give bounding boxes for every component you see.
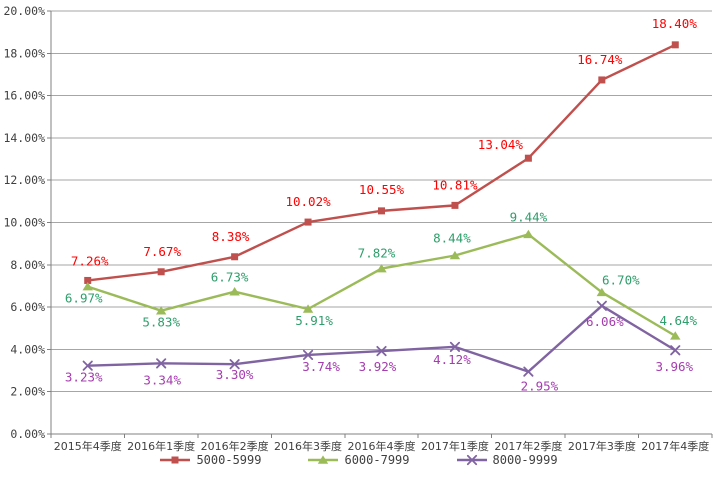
svg-text:6.70%: 6.70% (602, 272, 640, 287)
svg-text:14.00%: 14.00% (3, 131, 45, 145)
svg-text:3.74%: 3.74% (302, 359, 340, 374)
svg-text:2017年3季度: 2017年3季度 (568, 439, 636, 452)
series-5000-5999: 7.26% 7.67% 8.38% 10.02% 10.55% 10.81% 13.04% 1… (71, 16, 697, 284)
svg-text:2017年4季度: 2017年4季度 (641, 439, 709, 452)
svg-text:18.00%: 18.00% (3, 46, 45, 60)
svg-text:16.00%: 16.00% (3, 89, 45, 103)
series-6000-7999: 6.97% 5.83% 6.73% 5.91% 7.82% 8.44% 9.44% 6.70%… (65, 209, 698, 340)
legend-label: 6000-7999 (344, 453, 410, 467)
svg-text:18.40%: 18.40% (652, 16, 698, 31)
legend-triangle-marker-icon (308, 455, 339, 464)
svg-text:10.00%: 10.00% (3, 216, 45, 230)
legend-label: 5000-5999 (196, 453, 262, 467)
legend-item-series-1: 5000-5999 (159, 453, 261, 467)
svg-text:3.92%: 3.92% (359, 359, 397, 374)
svg-text:6.00%: 6.00% (10, 300, 45, 314)
svg-text:3.96%: 3.96% (655, 359, 693, 374)
svg-text:2.00%: 2.00% (10, 385, 45, 399)
svg-text:3.30%: 3.30% (216, 367, 254, 382)
svg-text:2.95%: 2.95% (521, 379, 559, 394)
svg-text:7.82%: 7.82% (358, 246, 396, 261)
svg-text:8.38%: 8.38% (212, 229, 250, 244)
svg-text:0.00%: 0.00% (10, 427, 45, 441)
svg-text:7.67%: 7.67% (143, 244, 181, 259)
y-axis-labels: 0.00% 2.00% 4.00% 6.00% 8.00% 10.00% 12.00% 14.… (3, 4, 45, 441)
svg-text:6.73%: 6.73% (211, 270, 249, 285)
legend-item-series-3: 8000-9999 (456, 453, 558, 467)
svg-text:20.00%: 20.00% (3, 4, 45, 18)
svg-text:2017年1季度: 2017年1季度 (421, 439, 489, 452)
legend-item-series-2: 6000-7999 (307, 453, 410, 467)
svg-text:2015年4季度: 2015年4季度 (54, 439, 122, 452)
svg-text:3.23%: 3.23% (65, 370, 103, 385)
series-8000-9999: 3.23% 3.34% 3.30% 3.74% 3.92% 4.12% 2.95% 6.06%… (65, 300, 694, 394)
line-chart: 0.00% 2.00% 4.00% 6.00% 8.00% 10.00% 12.00% 14.… (3, 4, 713, 452)
svg-text:16.74%: 16.74% (577, 52, 623, 67)
svg-text:4.00%: 4.00% (10, 342, 45, 356)
gridlines (51, 10, 712, 393)
axes (47, 10, 713, 438)
svg-text:4.12%: 4.12% (433, 352, 471, 367)
svg-text:2016年3季度: 2016年3季度 (274, 439, 342, 452)
svg-text:6.97%: 6.97% (65, 291, 103, 306)
svg-text:10.02%: 10.02% (285, 194, 331, 209)
svg-text:5.91%: 5.91% (295, 313, 333, 328)
svg-text:10.81%: 10.81% (432, 177, 478, 192)
legend-label: 8000-9999 (492, 453, 558, 467)
legend-x-marker-icon (456, 454, 487, 466)
svg-text:2016年1季度: 2016年1季度 (127, 439, 195, 452)
x-axis-labels: 2015年4季度 2016年1季度 2016年2季度 2016年3季度 2016年4季度… (54, 439, 710, 452)
svg-text:2016年2季度: 2016年2季度 (201, 439, 269, 452)
svg-text:2017年2季度: 2017年2季度 (494, 439, 562, 452)
svg-text:6.06%: 6.06% (586, 314, 624, 329)
legend-square-marker-icon (160, 456, 191, 464)
svg-text:12.00%: 12.00% (3, 173, 45, 187)
svg-text:2016年4季度: 2016年4季度 (348, 439, 416, 452)
svg-text:8.44%: 8.44% (433, 230, 471, 245)
svg-text:5.83%: 5.83% (142, 315, 180, 330)
svg-text:10.55%: 10.55% (359, 182, 405, 197)
svg-text:13.04%: 13.04% (478, 137, 524, 152)
svg-text:8.00%: 8.00% (10, 258, 45, 272)
svg-text:7.26%: 7.26% (71, 253, 109, 268)
svg-text:9.44%: 9.44% (510, 209, 548, 224)
chart-legend: 5000-5999 6000-7999 8000-9999 (0, 453, 717, 467)
svg-text:4.64%: 4.64% (659, 313, 697, 328)
svg-text:3.34%: 3.34% (143, 372, 181, 387)
